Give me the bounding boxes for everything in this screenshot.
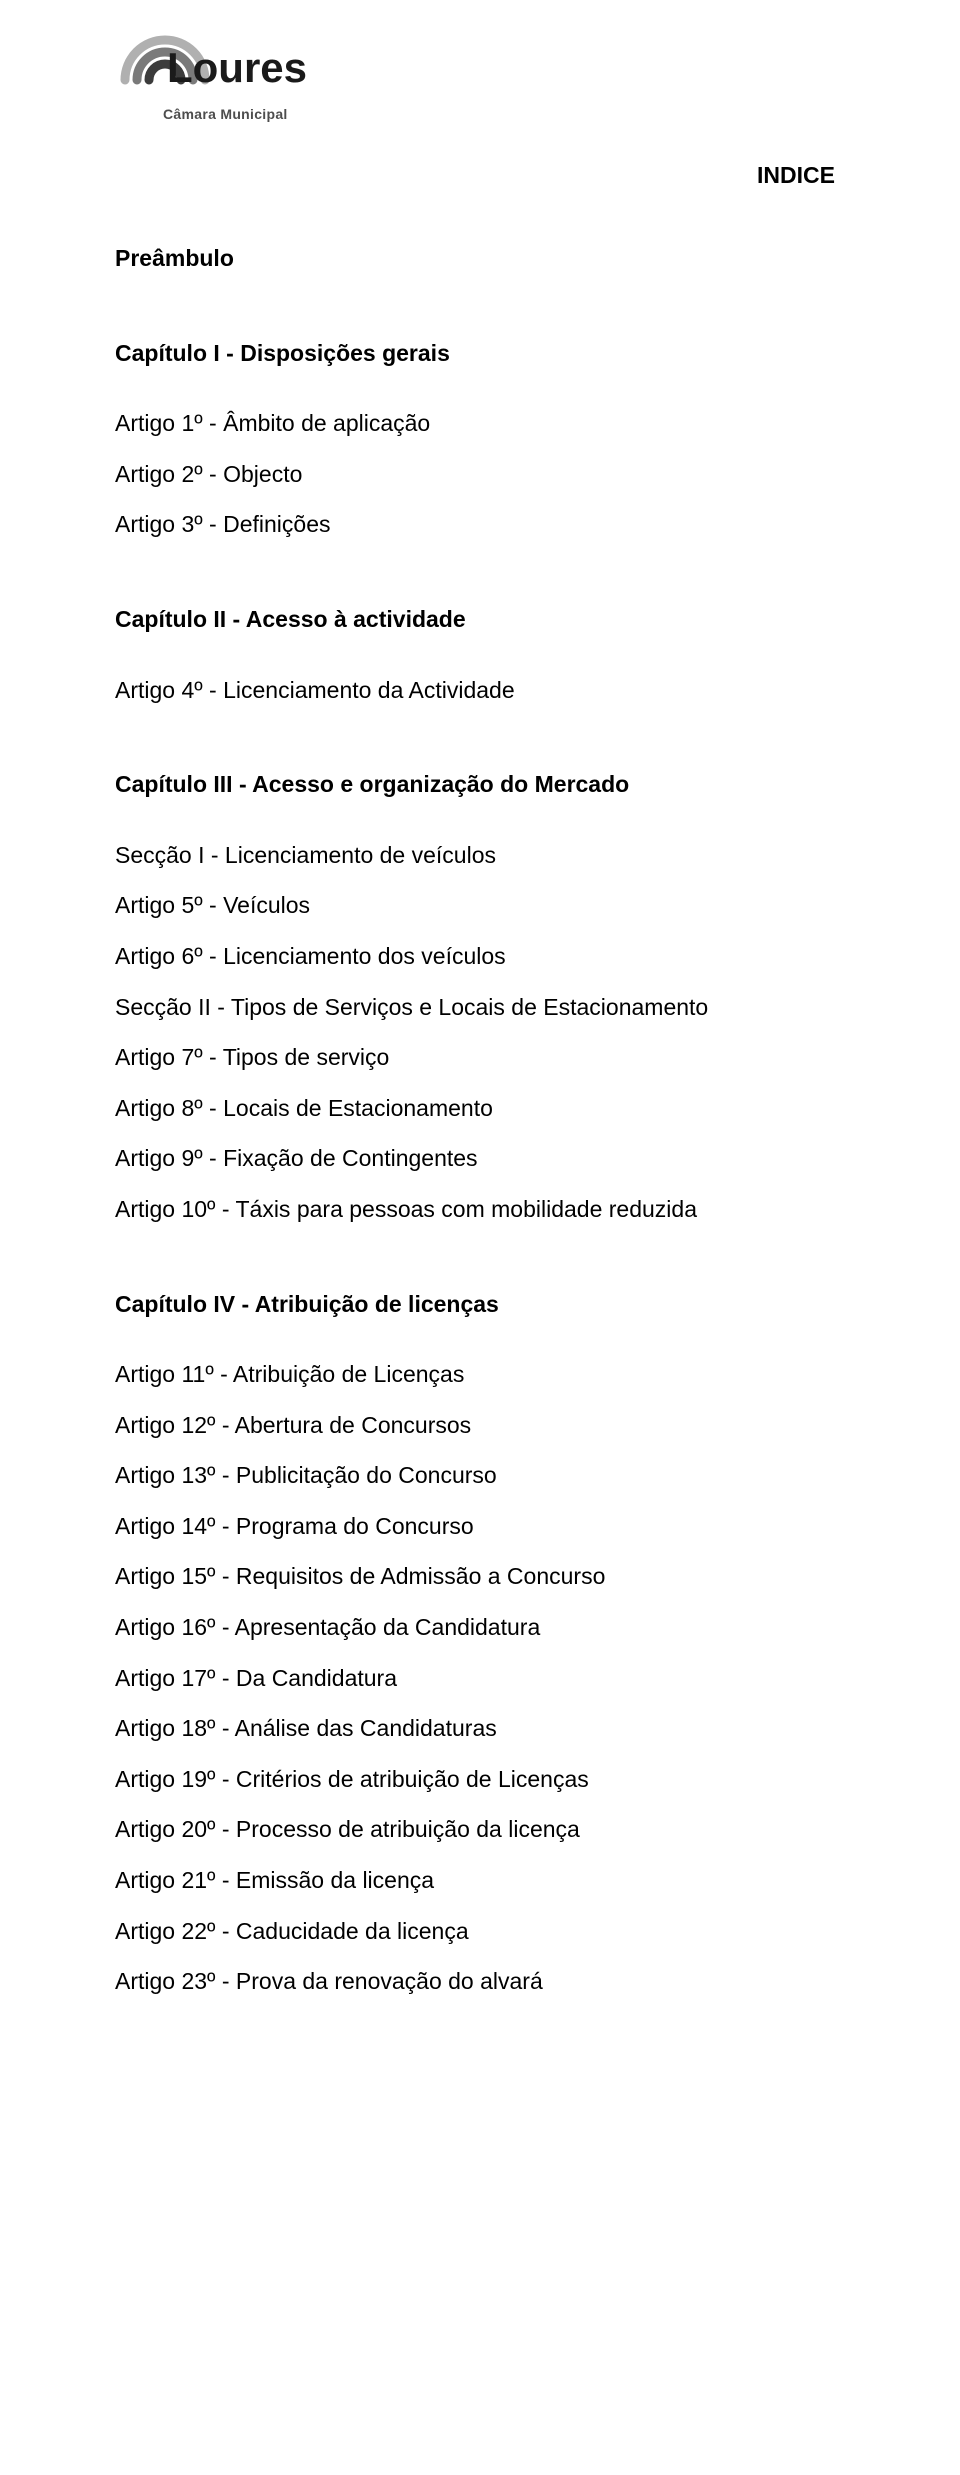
toc-item: Artigo 20º - Processo de atribuição da l… <box>115 1804 845 1855</box>
toc-item: Artigo 8º - Locais de Estacionamento <box>115 1083 845 1134</box>
toc-item: Artigo 2º - Objecto <box>115 449 845 500</box>
toc-item: Artigo 3º - Definições <box>115 499 845 550</box>
toc-section-title: Capítulo III - Acesso e organização do M… <box>115 759 845 810</box>
logo: Loures Câmara Municipal <box>115 20 845 122</box>
toc-item: Artigo 16º - Apresentação da Candidatura <box>115 1602 845 1653</box>
toc-item: Secção I - Licenciamento de veículos <box>115 830 845 881</box>
toc-groups: Preâmbulo Capítulo I - Disposições gerais… <box>115 233 845 2007</box>
toc-item: Artigo 14º - Programa do Concurso <box>115 1501 845 1552</box>
toc-group: Capítulo III - Acesso e organização do M… <box>115 759 845 1234</box>
toc-item: Artigo 6º - Licenciamento dos veículos <box>115 931 845 982</box>
logo-subtitle: Câmara Municipal <box>115 106 845 122</box>
toc-item: Secção II - Tipos de Serviços e Locais d… <box>115 982 845 1033</box>
toc-section-title: Capítulo II - Acesso à actividade <box>115 594 845 645</box>
page: Loures Câmara Municipal INDICE Preâmbulo… <box>0 0 960 2475</box>
toc-item: Artigo 17º - Da Candidatura <box>115 1653 845 1704</box>
toc-group: Capítulo IV - Atribuição de licenças Arti… <box>115 1279 845 2007</box>
toc-item: Artigo 12º - Abertura de Concursos <box>115 1400 845 1451</box>
toc-item: Artigo 15º - Requisitos de Admissão a Co… <box>115 1551 845 1602</box>
toc-item: Artigo 22º - Caducidade da licença <box>115 1906 845 1957</box>
toc-item: Artigo 21º - Emissão da licença <box>115 1855 845 1906</box>
toc-item: Artigo 7º - Tipos de serviço <box>115 1032 845 1083</box>
toc-group: Preâmbulo <box>115 233 845 284</box>
toc-item: Artigo 19º - Critérios de atribuição de … <box>115 1754 845 1805</box>
toc-item: Artigo 13º - Publicitação do Concurso <box>115 1450 845 1501</box>
toc-item: Artigo 10º - Táxis para pessoas com mobi… <box>115 1184 845 1235</box>
toc-section-title: Capítulo I - Disposições gerais <box>115 328 845 379</box>
toc-item: Artigo 9º - Fixação de Contingentes <box>115 1133 845 1184</box>
toc-group: Capítulo II - Acesso à actividade Artigo … <box>115 594 845 715</box>
indice-header: INDICE <box>115 162 845 189</box>
toc-item: Artigo 23º - Prova da renovação do alvar… <box>115 1956 845 2007</box>
toc-section-title: Capítulo IV - Atribuição de licenças <box>115 1279 845 1330</box>
toc-item: Artigo 1º - Âmbito de aplicação <box>115 398 845 449</box>
toc-section-title: Preâmbulo <box>115 233 845 284</box>
toc-item: Artigo 4º - Licenciamento da Actividade <box>115 665 845 716</box>
toc-group: Capítulo I - Disposições gerais Artigo 1º… <box>115 328 845 550</box>
toc-item: Artigo 5º - Veículos <box>115 880 845 931</box>
toc-item: Artigo 11º - Atribuição de Licenças <box>115 1349 845 1400</box>
svg-text:Loures: Loures <box>167 44 307 91</box>
toc-item: Artigo 18º - Análise das Candidaturas <box>115 1703 845 1754</box>
loures-logo-icon: Loures <box>115 20 345 110</box>
